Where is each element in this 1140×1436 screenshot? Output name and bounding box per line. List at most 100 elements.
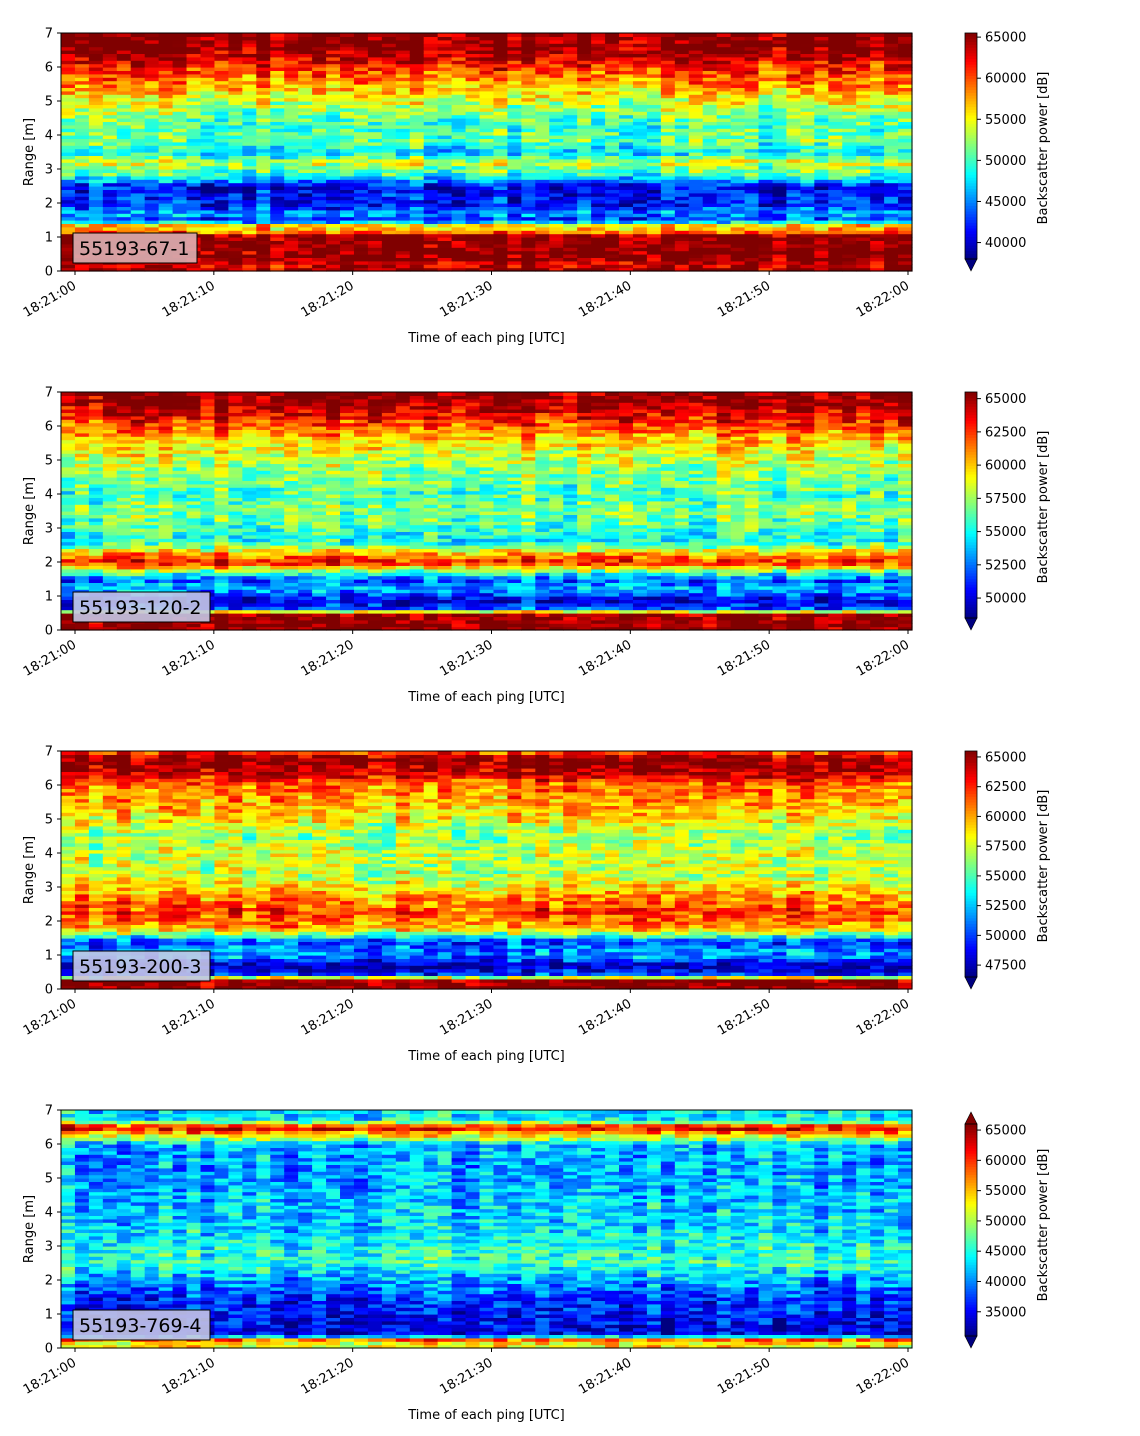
x-tick-label: 18:21:50	[715, 637, 773, 679]
sample-label: 55193-67-1	[79, 238, 189, 260]
y-tick-label: 4	[45, 1206, 53, 1221]
x-tick-label: 18:21:10	[160, 996, 218, 1038]
colorbar-tick-label: 60000	[985, 459, 1026, 474]
y-axis-label: Range [m]	[22, 836, 37, 904]
y-tick-label: 3	[45, 163, 53, 178]
colorbar: 4750050000525005500057500600006250065000…	[965, 750, 1051, 989]
y-tick-label: 0	[45, 983, 53, 998]
x-axis-label: Time of each ping [UTC]	[407, 1408, 565, 1423]
y-tick-label: 7	[45, 386, 53, 401]
y-tick-label: 1	[45, 1308, 53, 1323]
y-tick-label: 6	[45, 779, 53, 794]
x-tick-label: 18:21:00	[21, 637, 79, 679]
y-tick-label: 6	[45, 61, 53, 76]
y-tick-label: 0	[45, 265, 53, 280]
y-tick-label: 4	[45, 129, 53, 144]
x-tick-label: 18:21:40	[576, 1355, 634, 1397]
colorbar-max-extend	[965, 1112, 977, 1124]
sample-label: 55193-120-2	[79, 597, 202, 619]
colorbar-tick-label: 50000	[985, 1214, 1026, 1229]
x-tick-label: 18:22:00	[854, 996, 912, 1038]
colorbar-tick-label: 55000	[985, 869, 1026, 884]
y-tick-label: 6	[45, 420, 53, 435]
y-tick-label: 6	[45, 1138, 53, 1153]
y-tick-label: 7	[45, 1104, 53, 1119]
x-axis-label: Time of each ping [UTC]	[407, 331, 565, 346]
colorbar-tick-label: 65000	[985, 1124, 1026, 1139]
y-tick-label: 5	[45, 454, 53, 469]
colorbar-min-extend	[965, 259, 977, 271]
colorbar-tick-label: 55000	[985, 525, 1026, 540]
y-tick-label: 1	[45, 949, 53, 964]
x-tick-label: 18:21:40	[576, 278, 634, 320]
x-tick-label: 18:21:40	[576, 637, 634, 679]
panel-3: 0 1 2 3 4 5 6 7 18:21:00 18:21:10 18:21:20 18:21:30…	[21, 745, 1051, 1065]
x-tick-label: 18:21:00	[21, 996, 79, 1038]
colorbar-tick-label: 60000	[985, 1154, 1026, 1169]
colorbar-tick-label: 55000	[985, 113, 1026, 128]
colorbar-tick-label: 40000	[985, 1275, 1026, 1290]
x-tick-label: 18:21:20	[299, 996, 357, 1038]
colorbar-tick-label: 45000	[985, 195, 1026, 210]
colorbar-tick-label: 45000	[985, 1245, 1026, 1260]
x-tick-label: 18:21:30	[437, 996, 495, 1038]
y-tick-label: 2	[45, 915, 53, 930]
colorbar-tick-label: 62500	[985, 780, 1026, 795]
y-tick-label: 5	[45, 813, 53, 828]
y-tick-label: 5	[45, 1172, 53, 1187]
y-axis-label: Range [m]	[22, 118, 37, 186]
colorbar: 50000 52500 55000 57500 60000 62500 65000 Backs…	[965, 392, 1051, 630]
x-tick-label: 18:21:20	[299, 278, 357, 320]
colorbar-tick-label: 65000	[985, 750, 1026, 765]
y-tick-label: 7	[45, 27, 53, 42]
colorbar-tick-label: 65000	[985, 392, 1026, 407]
colorbar-tick-label: 52500	[985, 558, 1026, 573]
x-tick-label: 18:21:50	[715, 278, 773, 320]
colorbar-tick-label: 50000	[985, 154, 1026, 169]
colorbar-tick-label: 65000	[985, 31, 1026, 46]
y-tick-label: 2	[45, 556, 53, 571]
colorbar-tick-label: 52500	[985, 899, 1026, 914]
y-tick-label: 1	[45, 590, 53, 605]
x-tick-label: 18:21:40	[576, 996, 634, 1038]
x-tick-label: 18:22:00	[854, 278, 912, 320]
colorbar-label: Backscatter power [dB]	[1036, 431, 1051, 584]
y-axis-label: Range [m]	[22, 1195, 37, 1263]
x-axis-label: Time of each ping [UTC]	[407, 690, 565, 705]
sample-label: 55193-769-4	[79, 1315, 202, 1337]
colorbar-tick-label: 50000	[985, 929, 1026, 944]
x-tick-label: 18:22:00	[854, 637, 912, 679]
colorbar-tick-label: 35000	[985, 1305, 1026, 1320]
colorbar-min-extend	[965, 977, 977, 989]
colorbar-min-extend	[965, 1336, 977, 1348]
colorbar-tick-label: 62500	[985, 425, 1026, 440]
x-tick-label: 18:21:30	[437, 1355, 495, 1397]
y-tick-label: 7	[45, 745, 53, 760]
colorbar-label: Backscatter power [dB]	[1036, 72, 1051, 225]
sample-label: 55193-200-3	[79, 956, 202, 978]
colorbar-tick-label: 57500	[985, 840, 1026, 855]
y-tick-label: 5	[45, 95, 53, 110]
x-tick-label: 18:21:30	[437, 278, 495, 320]
y-tick-label: 0	[45, 624, 53, 639]
y-tick-label: 3	[45, 881, 53, 896]
x-tick-label: 18:21:50	[715, 1355, 773, 1397]
x-tick-label: 18:21:10	[160, 278, 218, 320]
x-axis-label: Time of each ping [UTC]	[407, 1049, 565, 1064]
y-tick-label: 1	[45, 231, 53, 246]
y-tick-label: 2	[45, 1274, 53, 1289]
colorbar-label: Backscatter power [dB]	[1036, 790, 1051, 943]
x-tick-label: 18:21:50	[715, 996, 773, 1038]
x-tick-label: 18:21:00	[21, 1355, 79, 1397]
x-tick-label: 18:22:00	[854, 1355, 912, 1397]
y-tick-label: 4	[45, 847, 53, 862]
colorbar-label: Backscatter power [dB]	[1036, 1149, 1051, 1302]
colorbar-tick-label: 50000	[985, 592, 1026, 607]
x-tick-label: 18:21:20	[299, 1355, 357, 1397]
x-tick-label: 18:21:10	[160, 637, 218, 679]
colorbar: 35000 40000 45000 50000 55000 60000 65000 Backs…	[965, 1112, 1051, 1348]
colorbar-tick-label: 57500	[985, 492, 1026, 507]
colorbar-tick-label: 55000	[985, 1184, 1026, 1199]
